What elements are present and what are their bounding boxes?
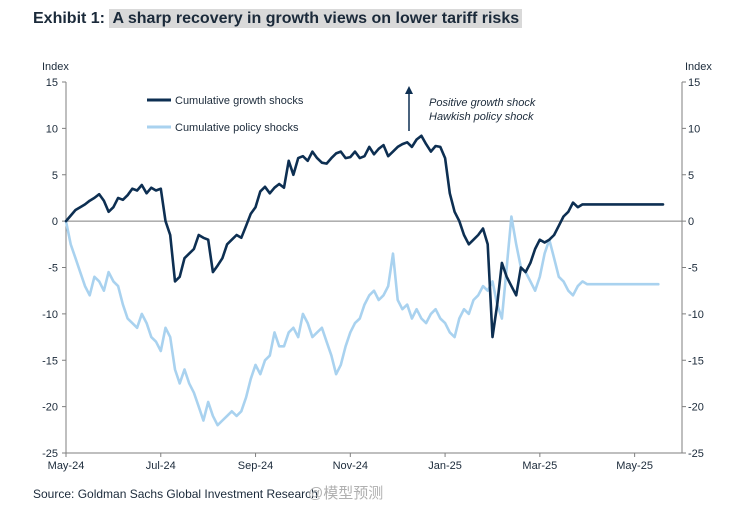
annotation-text-line: Hawkish policy shock	[429, 111, 534, 123]
y-tick-label-left: -15	[42, 355, 58, 367]
annotation: Positive growth shock Hawkish policy shoc…	[405, 86, 536, 131]
y-axis-label-left: Index	[42, 61, 69, 73]
legend-item-policy-label: Cumulative policy shocks	[175, 122, 299, 134]
y-tick-label-right: 5	[688, 170, 694, 182]
y-tick-label-right: -20	[688, 402, 704, 414]
y-tick-label-left: -25	[42, 448, 58, 460]
x-tick-label: Jul-24	[146, 460, 176, 472]
y-tick-label-right: 15	[688, 77, 700, 89]
y-tick-label-left: -10	[42, 309, 58, 321]
x-tick-label: Jan-25	[428, 460, 462, 472]
y-tick-label-right: 0	[688, 216, 694, 228]
x-tick-label: Sep-24	[238, 460, 273, 472]
growth-series-line	[64, 134, 665, 339]
policy-series-line	[64, 215, 660, 427]
y-tick-label-right: -5	[688, 263, 698, 275]
axes: Index Index 15 15 10 10 5 5 0 0 -5 -5 -10 -10 -15 -15 -2…	[42, 61, 712, 472]
y-tick-label-left: -20	[42, 402, 58, 414]
series-layer	[64, 134, 665, 427]
y-tick-label-left: -5	[48, 263, 58, 275]
legend-item-growth-label: Cumulative growth shocks	[175, 95, 304, 107]
exhibit-title: Exhibit 1: A sharp recovery in growth vi…	[33, 9, 523, 28]
y-tick-label-left: 10	[46, 123, 58, 135]
annotation-arrow-head	[405, 86, 413, 94]
x-tick-label: Mar-25	[522, 460, 557, 472]
chart-title: A sharp recovery in growth views on lowe…	[109, 9, 523, 28]
x-tick-label: Nov-24	[333, 460, 368, 472]
y-tick-label-right: -10	[688, 309, 704, 321]
exhibit-label: Exhibit 1:	[33, 10, 106, 27]
y-tick-label-left: 15	[46, 77, 58, 89]
y-axis-label-right: Index	[685, 61, 712, 73]
x-tick-label: May-24	[48, 460, 85, 472]
legend: Cumulative growth shocks Cumulative polic…	[147, 95, 304, 134]
y-tick-label-left: 0	[52, 216, 58, 228]
x-tick-label: May-25	[616, 460, 653, 472]
y-tick-label-left: 5	[52, 170, 58, 182]
y-tick-label-right: 10	[688, 123, 700, 135]
y-tick-label-right: -15	[688, 355, 704, 367]
annotation-text-line: Positive growth shock	[429, 97, 536, 109]
watermark: @模型预测	[308, 485, 384, 502]
source-note: Source: Goldman Sachs Global Investment …	[33, 487, 318, 501]
y-tick-label-right: -25	[688, 448, 704, 460]
